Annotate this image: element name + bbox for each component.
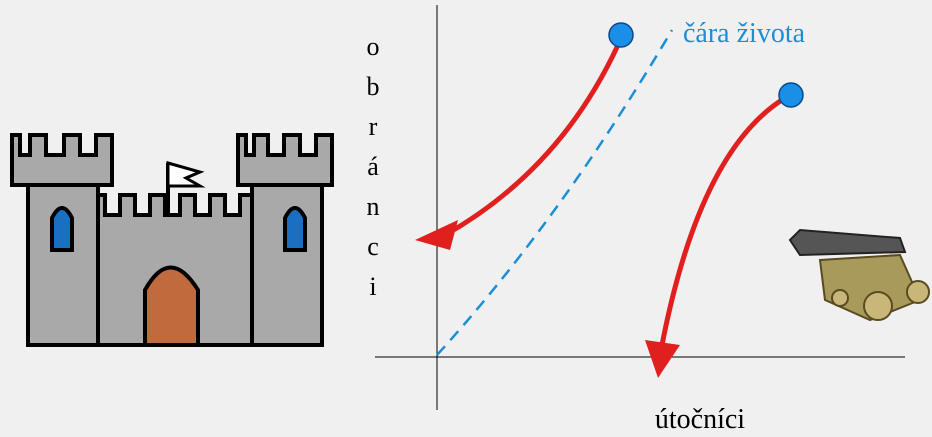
cannon	[788, 228, 930, 322]
defender-arrow	[443, 43, 621, 238]
y-axis-label: obránci	[359, 32, 388, 312]
castle	[10, 133, 334, 347]
arrowhead	[645, 340, 680, 378]
start-point	[608, 22, 634, 48]
life-line	[436, 29, 674, 356]
x-axis-label: útočníci	[655, 404, 745, 435]
arrowhead	[415, 220, 458, 250]
attacker-arrow	[659, 95, 787, 346]
start-point	[778, 82, 804, 108]
line-label: čára života	[683, 18, 806, 49]
